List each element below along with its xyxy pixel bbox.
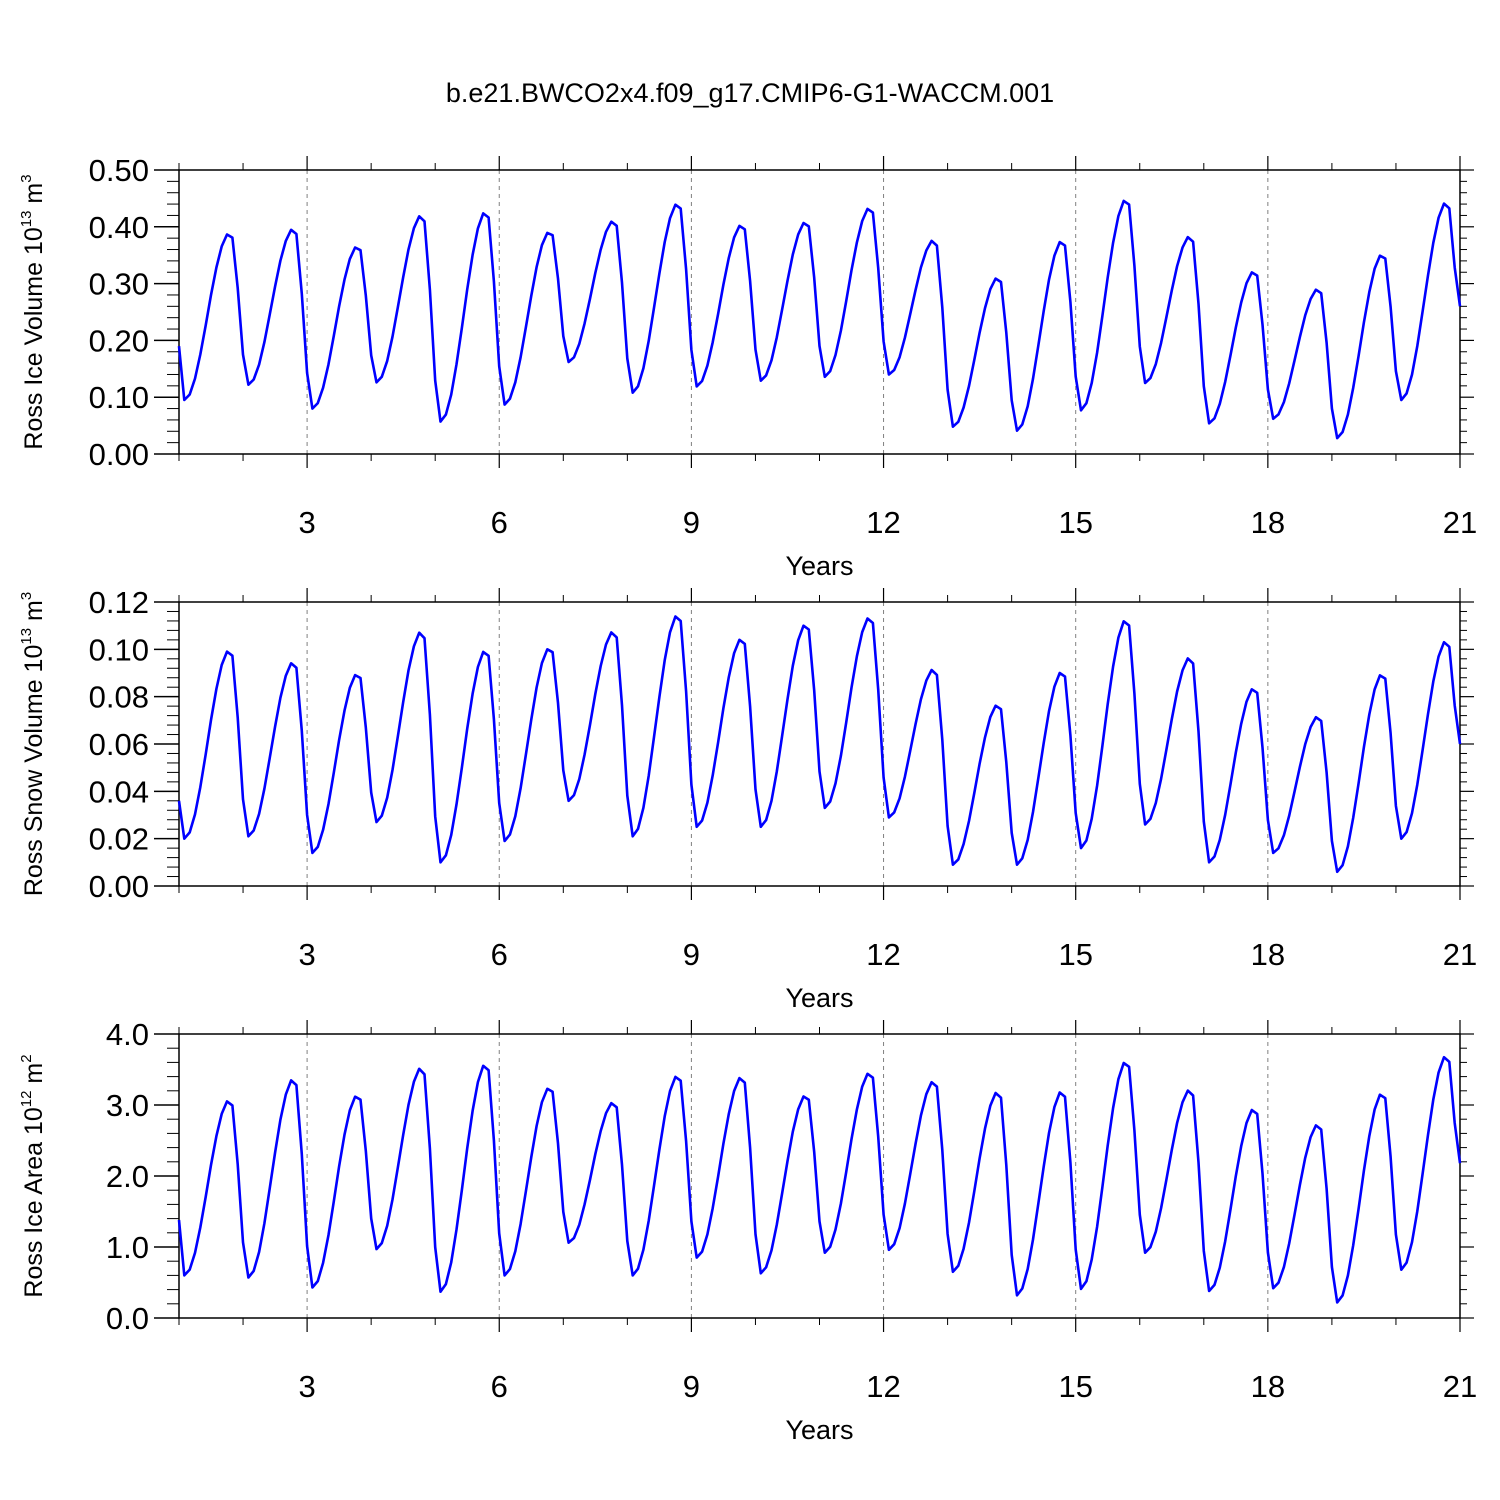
x-tick-label: 18 bbox=[1251, 1369, 1285, 1404]
y-axis-label: Ross Ice Volume 1013 m3 bbox=[18, 174, 48, 449]
y-tick-label: 0.00 bbox=[89, 869, 149, 904]
chart-panel-1: 0.00 0.10 0.20 0.30 0.40 0.50 3 6 9 12 15 18 21 Years… bbox=[18, 153, 1477, 581]
x-tick-label: 12 bbox=[866, 505, 900, 540]
y-tick-label: 0.08 bbox=[89, 680, 149, 715]
y-tick-label: 0.40 bbox=[89, 210, 149, 245]
x-tick-label: 15 bbox=[1058, 937, 1092, 972]
series-line bbox=[177, 615, 1462, 874]
series-line bbox=[177, 1055, 1462, 1304]
x-tick-label: 9 bbox=[683, 937, 700, 972]
y-tick-label: 0.00 bbox=[89, 437, 149, 472]
series-line bbox=[177, 199, 1462, 440]
y-tick-label: 0.30 bbox=[89, 267, 149, 302]
y-tick-label: 4.0 bbox=[106, 1017, 149, 1052]
y-tick-label: 0.04 bbox=[89, 774, 149, 809]
y-tick-label: 0.06 bbox=[89, 727, 149, 762]
y-tick-label: 0.20 bbox=[89, 323, 149, 358]
x-tick-label: 3 bbox=[298, 937, 315, 972]
x-tick-label: 12 bbox=[866, 1369, 900, 1404]
chart-panel-2: 0.00 0.02 0.04 0.06 0.08 0.10 0.12 3 6 9 12 15 18 21 Y… bbox=[18, 585, 1477, 1013]
y-tick-label: 2.0 bbox=[106, 1159, 149, 1194]
x-tick-label: 21 bbox=[1443, 1369, 1477, 1404]
y-tick-label: 0.12 bbox=[89, 585, 149, 620]
x-tick-label: 15 bbox=[1058, 505, 1092, 540]
x-axis-label: Years bbox=[785, 983, 853, 1013]
x-axis-label: Years bbox=[785, 551, 853, 581]
chart-panel-3: 0.0 1.0 2.0 3.0 4.0 3 6 9 12 15 18 21 Years Ross Ice … bbox=[18, 1017, 1477, 1445]
y-tick-label: 0.50 bbox=[89, 153, 149, 188]
x-tick-label: 3 bbox=[298, 505, 315, 540]
y-tick-label: 1.0 bbox=[106, 1230, 149, 1265]
x-tick-label: 6 bbox=[491, 505, 508, 540]
x-tick-label: 21 bbox=[1443, 937, 1477, 972]
x-tick-label: 15 bbox=[1058, 1369, 1092, 1404]
x-tick-label: 3 bbox=[298, 1369, 315, 1404]
y-axis-label: Ross Snow Volume 1013 m3 bbox=[18, 592, 48, 896]
x-axis-label: Years bbox=[785, 1415, 853, 1445]
x-tick-label: 6 bbox=[491, 937, 508, 972]
y-tick-label: 3.0 bbox=[106, 1088, 149, 1123]
y-tick-label: 0.10 bbox=[89, 380, 149, 415]
chart-title: b.e21.BWCO2x4.f09_g17.CMIP6-G1-WACCM.001 bbox=[445, 78, 1055, 108]
x-tick-label: 9 bbox=[683, 505, 700, 540]
y-axis-label: Ross Ice Area 1012 m2 bbox=[18, 1054, 48, 1297]
x-tick-label: 12 bbox=[866, 937, 900, 972]
y-tick-label: 0.0 bbox=[106, 1301, 149, 1336]
y-tick-label: 0.10 bbox=[89, 632, 149, 667]
x-tick-label: 18 bbox=[1251, 937, 1285, 972]
y-tick-label: 0.02 bbox=[89, 822, 149, 857]
x-tick-label: 18 bbox=[1251, 505, 1285, 540]
x-tick-label: 9 bbox=[683, 1369, 700, 1404]
x-tick-label: 6 bbox=[491, 1369, 508, 1404]
x-tick-label: 21 bbox=[1443, 505, 1477, 540]
